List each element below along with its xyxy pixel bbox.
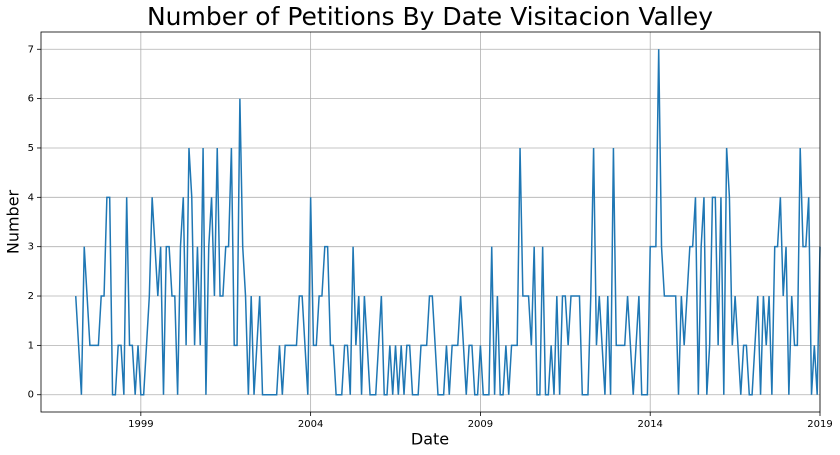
x-axis-label: Date [411,430,449,449]
x-tick-label: 2009 [468,419,493,430]
y-tick-label: 3 [28,242,34,253]
y-axis-label: Number [4,189,23,254]
y-tick-label: 6 [28,94,34,105]
x-tick-label: 2019 [807,419,832,430]
y-tick-label: 2 [28,291,34,302]
y-tick-label: 7 [28,44,34,55]
x-tick-label: 2014 [637,419,662,430]
y-tick-label: 4 [28,192,34,203]
y-tick-label: 5 [28,143,34,154]
plot-frame [40,31,821,413]
x-tick-label: 1999 [128,419,153,430]
chart-title: Number of Petitions By Date Visitacion V… [147,2,713,31]
x-tick-label: 2004 [298,419,323,430]
data-line [74,49,821,396]
y-tick-label: 1 [28,340,34,351]
y-tick-label: 0 [28,390,34,401]
